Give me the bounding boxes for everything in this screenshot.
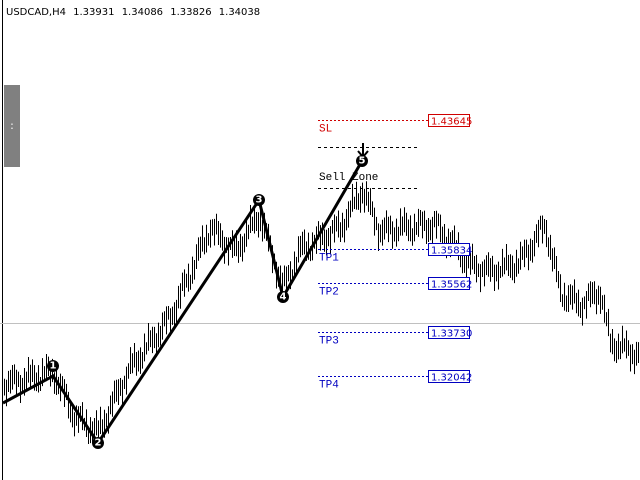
- price-label: 1.43645: [431, 117, 472, 128]
- price-bars: [4, 181, 639, 444]
- level-label: TP2: [319, 287, 339, 299]
- zone-label: Sell Zone: [319, 172, 378, 184]
- price-box: [428, 114, 470, 127]
- level-label: TP3: [319, 336, 339, 348]
- wave-marker: [253, 194, 265, 206]
- side-handle[interactable]: :: [10, 119, 14, 132]
- wave-label: 3: [256, 195, 263, 206]
- price-label: 1.35834: [431, 246, 472, 257]
- wave-marker: [356, 155, 368, 167]
- header: USDCAD,H4 1.33931 1.34086 1.33826 1.3403…: [6, 7, 260, 18]
- wave-label: 1: [50, 361, 57, 372]
- low: 1.33826: [170, 7, 211, 18]
- price-box: [428, 326, 470, 339]
- wave-line: [2, 160, 364, 446]
- price-box: [428, 277, 470, 290]
- high: 1.34086: [122, 7, 163, 18]
- price-box: [428, 370, 470, 383]
- wave-label: 2: [95, 438, 102, 449]
- wave-label: 4: [280, 292, 287, 303]
- level-label: TP4: [319, 380, 339, 392]
- bars-path: [4, 181, 639, 444]
- close: 1.34038: [219, 7, 260, 18]
- wave-marker: [47, 360, 59, 372]
- price-box: [428, 243, 470, 256]
- side-panel[interactable]: [4, 85, 20, 167]
- wave-marker: [277, 291, 289, 303]
- price-label: 1.35562: [431, 280, 472, 291]
- price-label: 1.32042: [431, 373, 472, 384]
- wave-marker: [92, 437, 104, 449]
- symbol: USDCAD,H4: [6, 7, 66, 18]
- level-label: SL: [319, 124, 332, 136]
- open: 1.33931: [73, 7, 114, 18]
- wave-label: 5: [359, 156, 366, 167]
- level-label: TP1: [319, 253, 339, 265]
- price-label: 1.33730: [431, 329, 472, 340]
